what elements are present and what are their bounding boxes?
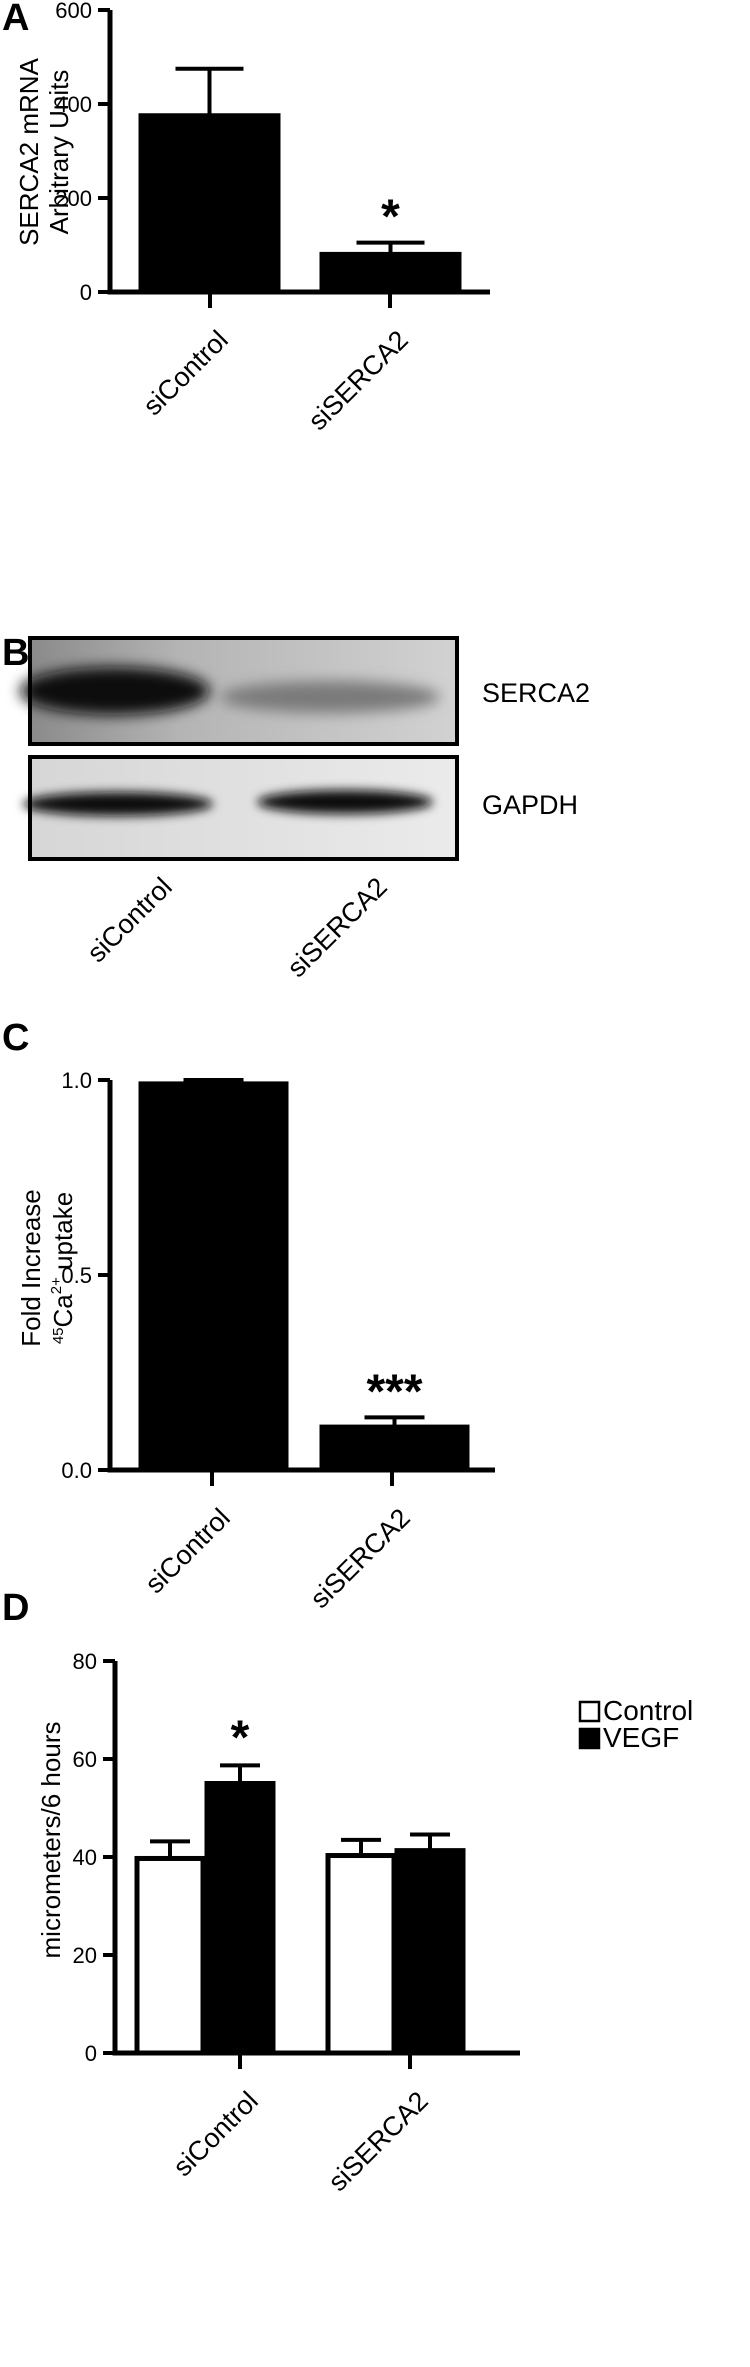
bar (394, 1848, 466, 2056)
x-tick-label: siSERCA2 (322, 2086, 433, 2197)
y-tick-label: 20 (73, 1943, 97, 1968)
blot-strip-serca2 (20, 636, 459, 746)
y-tick-label: 40 (73, 1845, 97, 1870)
legend-label-vegf: VEGF (603, 1722, 679, 1753)
significance-star: * (381, 191, 400, 244)
panel-b-blot: B SERCA2 GAPDH siControl siSERCA2 (2, 632, 590, 983)
x-tick-label: siSERCA2 (304, 1503, 415, 1614)
x-tick-label: siControl (139, 1503, 236, 1600)
x-tick-label: siControl (167, 2086, 264, 2183)
bar (204, 1781, 276, 2056)
blot-lane-label-siserca2: siSERCA2 (281, 872, 392, 983)
legend-swatch-vegf (578, 1727, 601, 1750)
bar (325, 1853, 397, 2056)
significance-star: * (231, 1711, 250, 1764)
panel-c-ylabel-line2: 45Ca2+ uptake (48, 1192, 78, 1344)
legend-swatch-control (578, 1700, 601, 1723)
y-tick-label: 200 (55, 186, 92, 211)
blot-label-serca2: SERCA2 (482, 678, 590, 708)
legend-label-control: Control (603, 1695, 693, 1726)
bar (319, 1424, 470, 1473)
y-tick-label: 0.0 (61, 1458, 92, 1483)
y-tick-label: 0 (85, 2041, 97, 2066)
panel-c-chart: C Fold Increase 45Ca2+ uptake 0.0 0.5 1.0 s… (2, 1017, 495, 1614)
bar (134, 1855, 206, 2056)
x-tick-label: siControl (137, 325, 234, 422)
blot-label-gapdh: GAPDH (482, 790, 578, 820)
y-tick-label: 1.0 (61, 1068, 92, 1093)
panel-d-ylabel: micrometers/6 hours (36, 1722, 66, 1959)
panel-d-letter: D (2, 1587, 29, 1629)
y-tick-label: 0 (80, 280, 92, 305)
svg-text:45Ca2+ uptake: 45Ca2+ uptake (48, 1192, 78, 1344)
panel-c-ylabel-charge: 2+ (48, 1277, 65, 1294)
blot-band-serca2-sicontrol (20, 667, 210, 715)
x-tick-label: siSERCA2 (302, 325, 413, 436)
blot-band-gapdh-siserca2 (257, 790, 433, 814)
y-tick-label: 600 (55, 0, 92, 23)
y-tick-label: 0.5 (61, 1263, 92, 1288)
panel-c-ylabel-ca: Ca (48, 1294, 78, 1328)
panel-d-chart: D micrometers/6 hours Control VEGF 0 20 40… (2, 1587, 693, 2197)
panel-c-ylabel-line1: Fold Increase (16, 1189, 46, 1347)
y-tick-label: 400 (55, 92, 92, 117)
panel-a-ylabel-line1: SERCA2 mRNA (14, 57, 44, 245)
panel-a-chart: A SERCA2 mRNA Arbitrary Units 0 200 400 600… (2, 0, 490, 436)
y-tick-label: 60 (73, 1747, 97, 1772)
bar (138, 1081, 289, 1473)
blot-band-gapdh-sicontrol (23, 792, 213, 816)
panel-c-ylabel-mass: 45 (50, 1327, 67, 1344)
bar (319, 251, 462, 295)
panel-c-letter: C (2, 1017, 29, 1059)
panel-d-legend: Control VEGF (578, 1695, 693, 1753)
y-tick-label: 80 (73, 1649, 97, 1674)
bar (138, 113, 281, 295)
panel-c-ylabel-uptake: uptake (48, 1192, 78, 1277)
blot-strip-gapdh (23, 755, 459, 861)
blot-lane-label-sicontrol: siControl (81, 872, 178, 969)
panel-b-letter: B (2, 632, 29, 674)
significance-star: *** (366, 1365, 422, 1418)
blot-band-serca2-siserca2 (220, 681, 440, 713)
panel-a-ylabel-line2: Arbitrary Units (44, 70, 74, 235)
panel-a-letter: A (2, 0, 29, 39)
